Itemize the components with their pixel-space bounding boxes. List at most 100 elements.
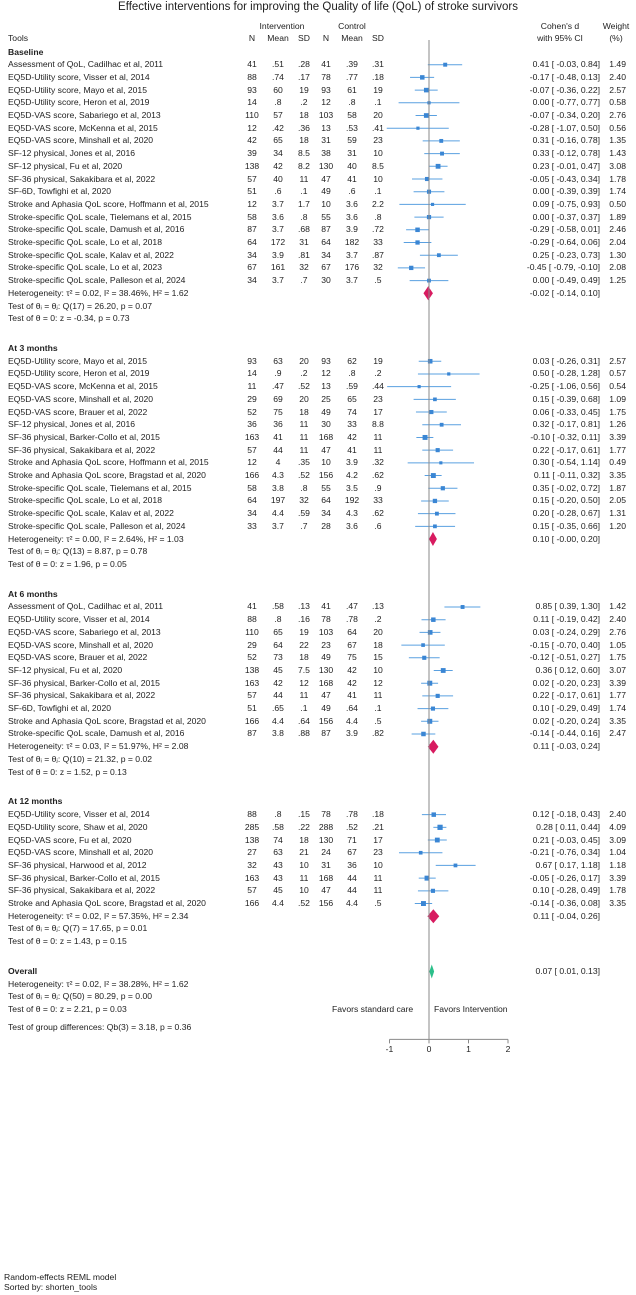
int-sd: 19	[299, 84, 309, 95]
effect-marker	[417, 385, 421, 389]
effect-ci-label: 0.15 [ -0.35, 0.66]	[532, 520, 600, 531]
int-sd: 8.5	[298, 148, 310, 159]
effect-ci-label: -0.15 [ -0.70, 0.40]	[529, 639, 600, 650]
ctl-mean: .77	[346, 71, 358, 82]
int-n: 93	[247, 355, 257, 366]
effect-marker	[434, 511, 439, 516]
int-mean: .8	[274, 809, 282, 820]
weight-label: 2.40	[609, 614, 626, 625]
weight-label: 3.07	[609, 664, 626, 675]
int-sd: 32	[299, 495, 309, 506]
header-ctl-n: N	[322, 33, 330, 43]
header-weight-pct: (%)	[609, 33, 623, 43]
int-sd: .1	[300, 186, 308, 197]
study-label: SF-6D, Towfighi et al, 2020	[8, 703, 112, 714]
effect-marker	[427, 680, 433, 686]
weight-label: 2.40	[609, 71, 626, 82]
effect-marker	[423, 113, 429, 118]
weight-label: 3.08	[609, 160, 626, 171]
int-sd: 10	[299, 885, 309, 896]
study-label: Stroke and Aphasia QoL score, Bragstad e…	[8, 470, 206, 481]
ctl-sd: 19	[373, 84, 383, 95]
group-header: At 6 months	[8, 588, 58, 599]
ctl-n: 30	[321, 275, 331, 286]
study-label: Assessment of QoL, Cadilhac et al, 2011	[8, 59, 164, 70]
effect-marker	[424, 176, 430, 182]
int-sd: 12	[299, 677, 309, 688]
int-sd: .59	[298, 508, 310, 519]
effect-ci-label: 0.00 [ -0.49, 0.49]	[532, 275, 600, 286]
weight-label: 0.57	[609, 368, 626, 379]
heterogeneity-label: Heterogeneity: τ² = 0.02, I² = 57.35%, H…	[8, 910, 189, 921]
ctl-mean: 58	[347, 110, 357, 120]
ctl-sd: 11	[373, 690, 383, 701]
study-label: Stroke-specific QoL scale, Damush et al,…	[8, 728, 185, 739]
int-mean: 44	[273, 444, 283, 455]
study-label: Stroke and Aphasia QoL score, Hoffmann e…	[8, 457, 209, 468]
ctl-mean: 176	[344, 262, 360, 273]
int-sd: 21	[299, 847, 309, 858]
study-label: EQ5D-VAS score, Minshall et al, 2020	[8, 135, 154, 146]
effect-ci-label: 0.00 [ -0.39, 0.39]	[532, 186, 600, 197]
header-weight: Weight	[602, 21, 630, 31]
effect-marker	[431, 812, 436, 817]
ctl-n: 156	[318, 470, 334, 481]
int-n: 166	[244, 470, 260, 481]
header-ctl-sd: SD	[372, 33, 384, 43]
effect-marker	[430, 473, 436, 479]
ctl-n: 93	[321, 84, 331, 95]
int-sd: 8.2	[298, 160, 310, 171]
int-sd: 19	[299, 626, 309, 637]
subgroup-diamond	[423, 286, 433, 301]
header-int-sd: SD	[298, 33, 310, 43]
overall-q-test: Test of θᵢ = θⱼ: Q(50) = 80.29, p = 0.00	[8, 991, 153, 1002]
effect-marker	[424, 875, 430, 881]
int-sd: 31	[299, 237, 309, 247]
header-int-mean: Mean	[267, 33, 289, 43]
int-n: 33	[247, 520, 257, 531]
ctl-sd: 23	[373, 847, 383, 858]
weight-label: 0.56	[609, 122, 626, 133]
ctl-mean: 3.6	[346, 198, 358, 209]
ctl-n: 64	[321, 495, 331, 506]
weight-label: 3.35	[609, 715, 626, 726]
effect-ci-label: -0.07 [ -0.34, 0.20]	[529, 110, 600, 120]
ctl-sd: .5	[374, 898, 382, 909]
ctl-mean: 42	[347, 431, 357, 442]
int-sd: .2	[300, 97, 308, 108]
ctl-sd: 17	[373, 834, 383, 845]
int-sd: 20	[299, 393, 309, 404]
effect-ci-label: 0.35 [ -0.02, 0.72]	[532, 482, 600, 493]
x-tick-label: 1	[466, 1044, 471, 1055]
effect-ci-label: 0.33 [ -0.12, 0.78]	[532, 148, 600, 159]
study-label: SF-36 physical, Barker-Collo et al, 2015	[8, 677, 160, 688]
ctl-n: 38	[321, 148, 331, 159]
ctl-mean: 33	[347, 419, 357, 430]
int-mean: 41	[273, 431, 283, 442]
weight-label: 0.49	[609, 457, 626, 468]
weight-label: 1.31	[609, 508, 626, 519]
ctl-n: 31	[321, 135, 331, 146]
ctl-sd: .1	[374, 97, 382, 108]
ctl-n: 34	[321, 508, 331, 519]
z-test-label: Test of θ = 0: z = 1.96, p = 0.05	[8, 558, 127, 569]
ctl-mean: 3.7	[346, 249, 358, 260]
q-test-label: Test of θᵢ = θⱼ: Q(13) = 8.87, p = 0.78	[8, 546, 148, 557]
ctl-mean: 31	[347, 148, 357, 159]
ctl-sd: 11	[373, 872, 383, 883]
int-mean: .51	[272, 59, 284, 70]
ctl-mean: 61	[347, 84, 357, 95]
effect-marker	[436, 253, 441, 258]
weight-label: 1.43	[609, 148, 626, 159]
overall-diamond	[429, 964, 435, 979]
int-mean: 75	[273, 406, 283, 417]
int-mean: 3.9	[272, 249, 284, 260]
ctl-sd: .1	[374, 186, 382, 197]
int-n: 52	[247, 652, 257, 663]
effect-marker	[430, 888, 436, 893]
effect-marker	[432, 498, 438, 504]
ctl-n: 67	[321, 262, 331, 273]
int-n: 51	[247, 186, 257, 197]
int-n: 88	[247, 614, 257, 625]
ctl-mean: 182	[344, 237, 360, 247]
